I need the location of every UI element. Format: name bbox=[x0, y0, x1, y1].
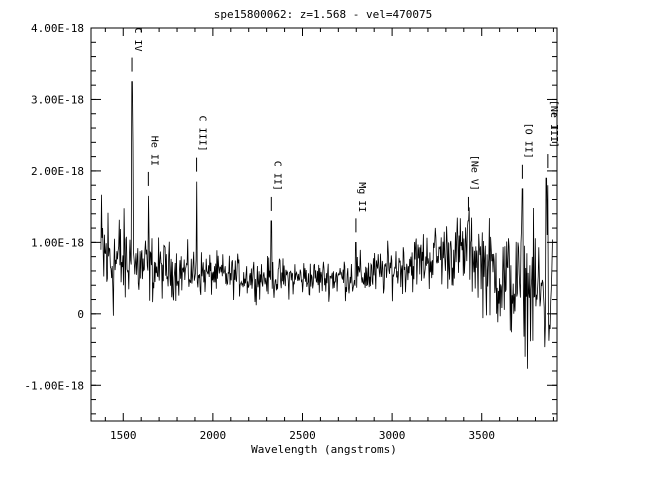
y-axis: -1.00E-18 0 1.00E-18 2.00E-18 3.00E-18 4.00E-… bbox=[24, 22, 557, 415]
plot-frame bbox=[90, 27, 558, 422]
line-label: C IV bbox=[132, 27, 143, 51]
line-label: C II] bbox=[271, 161, 282, 191]
spectrum-line bbox=[100, 81, 553, 369]
x-tick-label: 3000 bbox=[379, 429, 406, 442]
x-tick-label: 2500 bbox=[289, 429, 316, 442]
line-label: Mg II bbox=[356, 182, 367, 212]
x-tick-label: 1500 bbox=[110, 429, 137, 442]
x-axis-title: Wavelength (angstroms) bbox=[251, 443, 397, 456]
x-tick-label: 3500 bbox=[468, 429, 495, 442]
y-tick-label: 3.00E-18 bbox=[31, 93, 84, 106]
spectrum-series bbox=[100, 81, 553, 369]
y-tick-label: 2.00E-18 bbox=[31, 165, 84, 178]
y-tick-label: -1.00E-18 bbox=[24, 379, 84, 392]
chart-title: spe15800062: z=1.568 - vel=470075 bbox=[214, 8, 433, 21]
x-tick-label: 2000 bbox=[200, 429, 227, 442]
y-tick-label: 1.00E-18 bbox=[31, 236, 84, 249]
x-axis: 1500 2000 2500 3000 3500 bbox=[104, 28, 554, 442]
y-tick-label: 0 bbox=[77, 308, 84, 321]
line-label: C III] bbox=[197, 116, 208, 152]
emission-line-markers: C IV He II C III] C II] Mg II [Ne V] [O II] [Ne… bbox=[131, 27, 559, 233]
y-tick-label: 4.00E-18 bbox=[31, 22, 84, 35]
line-label: [O II] bbox=[522, 123, 533, 159]
line-label: He II bbox=[148, 136, 159, 166]
line-label: [Ne III] bbox=[548, 100, 559, 148]
line-label: [Ne V] bbox=[468, 155, 479, 191]
